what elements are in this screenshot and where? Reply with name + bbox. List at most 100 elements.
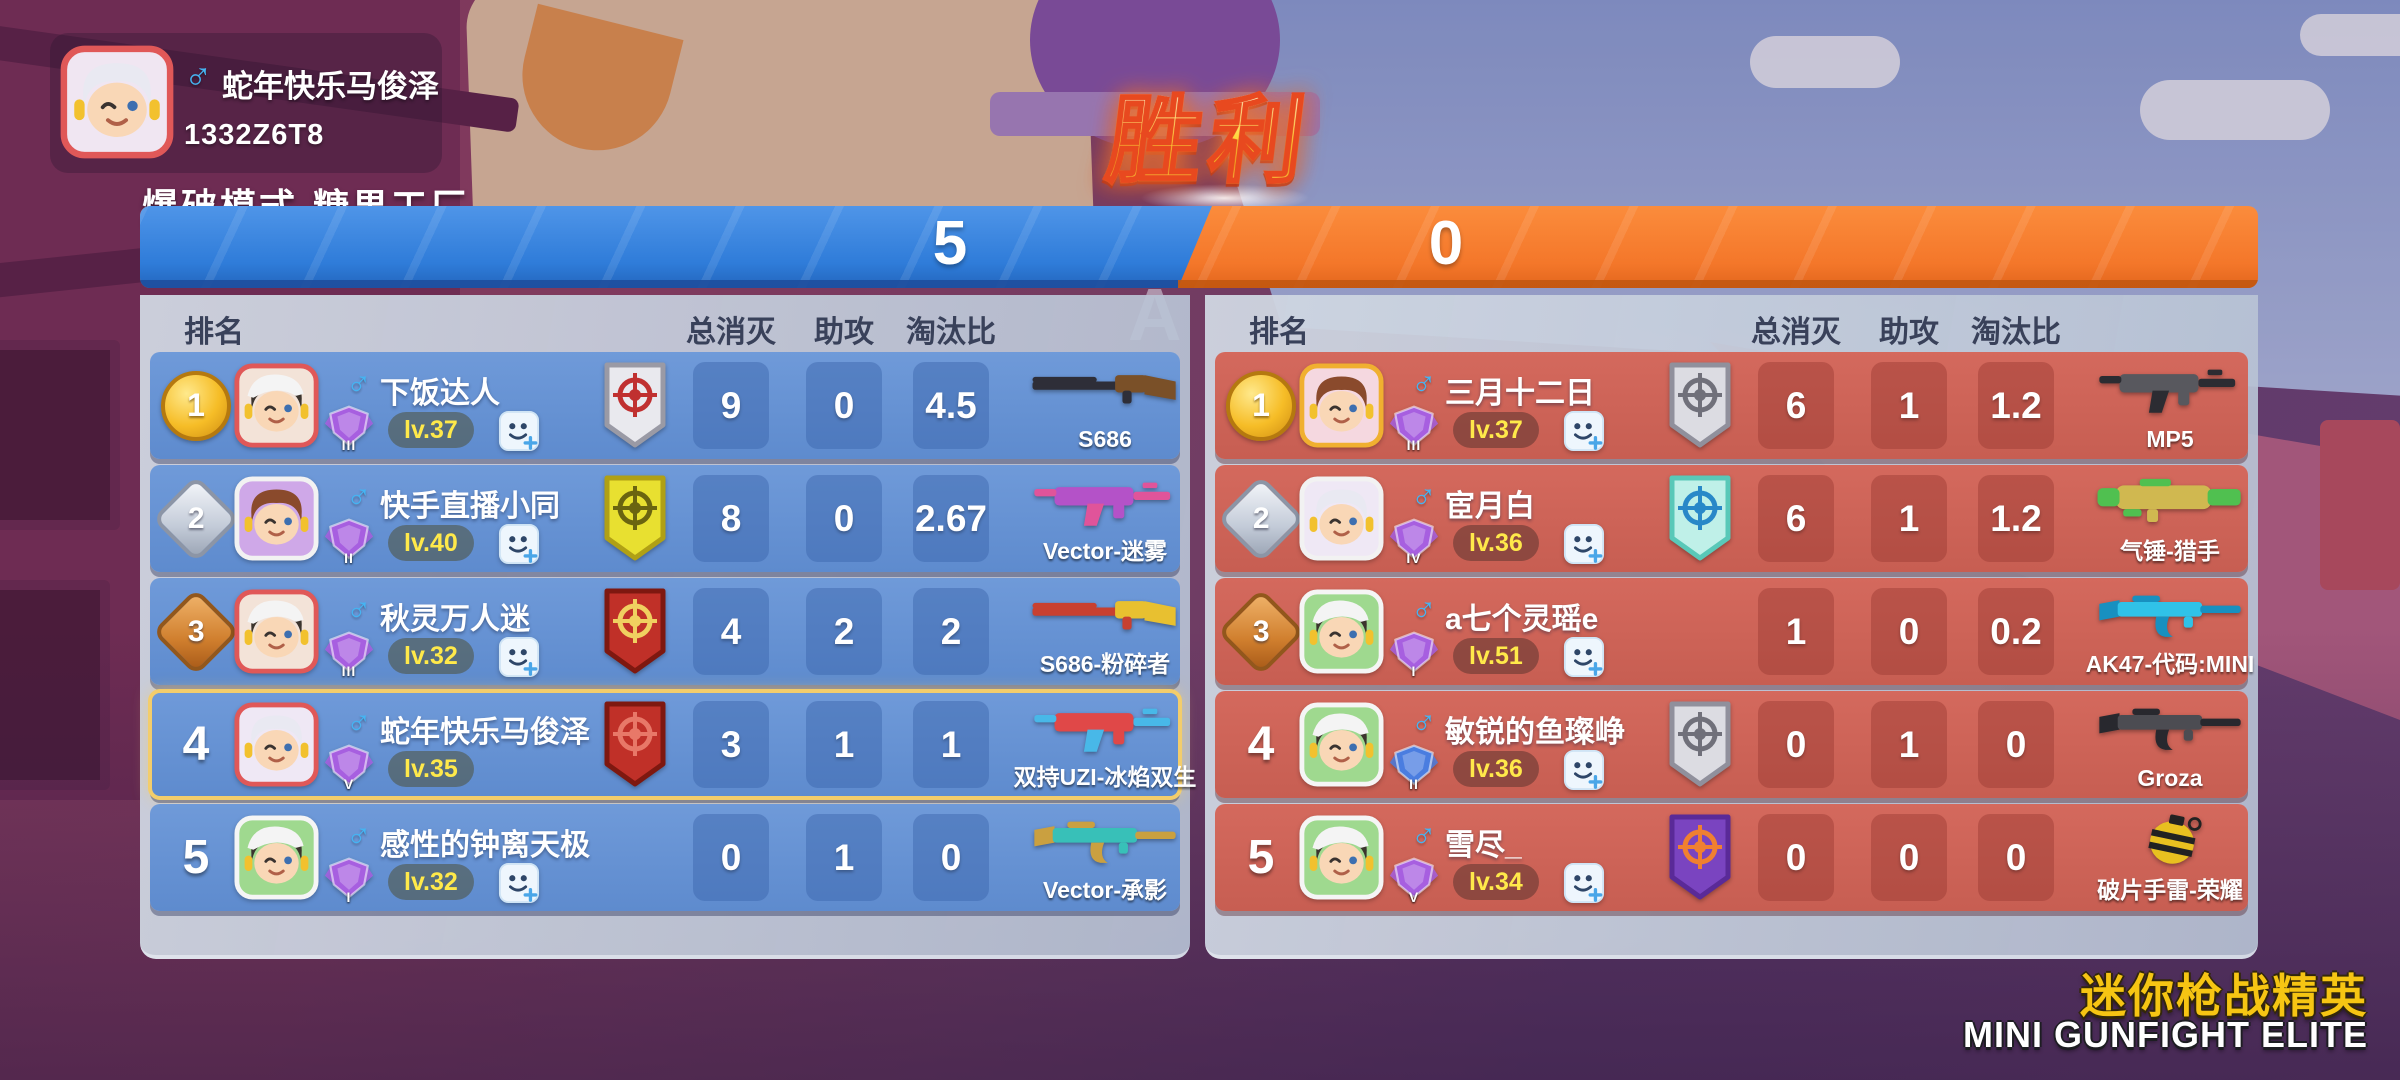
red-team-rows: 1 ♂ 三月十二日 III lv.37 6 1 1.2 MP5 2 ♂ 宦月白 … [1215, 352, 2254, 917]
player-avatar[interactable] [1299, 363, 1384, 448]
player-row[interactable]: 2 ♂ 快手直播小同 II lv.40 8 0 2.67 Vector-迷雾 [150, 465, 1180, 572]
assists-value: 0 [806, 475, 882, 562]
player-avatar[interactable] [234, 589, 319, 674]
weapon: Vector-承影 [1015, 808, 1195, 907]
rank-number: 1 [187, 387, 205, 423]
rank-medal: 4 [183, 717, 210, 772]
header-kills: 总消灭 [686, 316, 776, 349]
kills-value: 0 [1758, 814, 1834, 901]
tier-emblem-icon: III [324, 402, 374, 456]
player-avatar[interactable] [234, 476, 319, 561]
player-avatar[interactable] [1299, 589, 1384, 674]
victory-banner: 胜利 [1100, 87, 1320, 195]
player-name: 下饭达人 [380, 377, 500, 410]
player-name: 蛇年快乐马俊泽 [222, 69, 439, 104]
ratio-value: 0 [913, 814, 989, 901]
red-team-score: 0 [1428, 208, 1464, 278]
ratio-value: 0.2 [1978, 588, 2054, 675]
ratio-value: 0 [1978, 814, 2054, 901]
male-icon: ♂ [1411, 590, 1437, 628]
rank-medal: 3 [152, 587, 240, 676]
weapon-icon [1027, 810, 1183, 868]
add-friend-button[interactable] [498, 523, 540, 565]
tier-numeral: V [1408, 889, 1420, 905]
header-ratio: 淘汰比 [906, 316, 996, 349]
rank-number: 5 [1247, 831, 1275, 884]
player-avatar[interactable] [234, 815, 319, 900]
add-friend-button[interactable] [498, 636, 540, 678]
player-name: 感性的钟离天极 [380, 829, 590, 862]
add-friend-button[interactable] [1563, 636, 1605, 678]
level-badge: lv.51 [1453, 638, 1539, 674]
rank-slot: 5 [150, 804, 242, 911]
table-header: 排名 总消灭 助攻 淘汰比 [1205, 295, 2258, 352]
rank-number: 4 [1247, 718, 1275, 771]
rank-medal: 5 [1248, 830, 1275, 885]
table-header: 排名 总消灭 助攻 淘汰比 [140, 295, 1190, 352]
player-row[interactable]: 3 ♂ 秋灵万人迷 III lv.32 4 2 2 S686-粉碎者 [150, 578, 1180, 685]
player-row[interactable]: 5 ♂ 感性的钟离天极 I lv.32 0 1 0 Vector-承影 [150, 804, 1180, 911]
kills-value: 1 [1758, 588, 1834, 675]
ratio-value: 2 [913, 588, 989, 675]
tier-numeral: III [1406, 437, 1422, 453]
rank-medal: 2 [1217, 474, 1305, 563]
player-id: 1332Z6T8 [184, 119, 325, 151]
blue-team-rows: 1 ♂ 下饭达人 III lv.37 9 0 4.5 S686 2 ♂ 快手直播… [148, 352, 1196, 917]
level-badge: lv.37 [388, 412, 474, 448]
rank-slot: 1 [1215, 352, 1307, 459]
kills-value: 6 [1758, 362, 1834, 449]
player-row[interactable]: 5 ♂ 雪尽_ V lv.34 0 0 0 破片手雷-荣耀 [1215, 804, 2248, 911]
weapon-name: 双持UZI-冰焰双生 [1013, 764, 1197, 790]
honor-badge-icon [1667, 813, 1733, 901]
rank-slot: 3 [1215, 578, 1307, 685]
ratio-value: 2.67 [913, 475, 989, 562]
add-friend-button[interactable] [498, 862, 540, 904]
assists-value: 1 [1871, 475, 1947, 562]
player-avatar[interactable] [1299, 702, 1384, 787]
male-icon: ♂ [1411, 703, 1437, 741]
weapon: AK47-代码:MINI [2080, 582, 2260, 681]
assists-value: 1 [806, 814, 882, 901]
add-friend-button[interactable] [1563, 410, 1605, 452]
weapon-icon [2092, 358, 2248, 416]
player-avatar[interactable] [234, 363, 319, 448]
kills-value: 0 [693, 814, 769, 901]
player-row[interactable]: 2 ♂ 宦月白 IV lv.36 6 1 1.2 气锤-猎手 [1215, 465, 2248, 572]
add-friend-button[interactable] [498, 410, 540, 452]
weapon-name: Vector-承影 [1043, 877, 1167, 903]
honor-badge-icon [602, 587, 668, 675]
male-icon: ♂ [346, 816, 372, 854]
player-avatar[interactable] [1299, 476, 1384, 561]
add-friend-button[interactable] [1563, 749, 1605, 791]
tier-numeral: V [343, 776, 355, 792]
male-icon: ♂ [1411, 477, 1437, 515]
player-row[interactable]: 1 ♂ 下饭达人 III lv.37 9 0 4.5 S686 [150, 352, 1180, 459]
add-friend-button[interactable] [1563, 523, 1605, 565]
male-icon: ♂ [1411, 816, 1437, 854]
tier-emblem-icon: IV [1389, 515, 1439, 569]
weapon: 破片手雷-荣耀 [2080, 808, 2260, 907]
rank-slot: 1 [150, 352, 242, 459]
player-row[interactable]: 4 ♂ 敏锐的鱼璨峥 II lv.36 0 1 0 Groza [1215, 691, 2248, 798]
tier-numeral: III [341, 663, 357, 679]
player-row[interactable]: 3 ♂ a七个灵瑶e I lv.51 1 0 0.2 AK47-代码:MINI [1215, 578, 2254, 685]
red-team-panel: 排名 总消灭 助攻 淘汰比 1 ♂ 三月十二日 III lv.37 6 1 1.… [1205, 295, 2258, 959]
player-row[interactable]: 4 ♂ 蛇年快乐马俊泽 V lv.35 3 1 1 双持UZI-冰焰双生 [148, 689, 1196, 800]
assists-value: 1 [806, 701, 882, 788]
tier-emblem-icon: V [324, 741, 374, 795]
player-avatar[interactable] [60, 43, 174, 161]
tier-emblem-icon: V [1389, 854, 1439, 908]
player-avatar[interactable] [1299, 815, 1384, 900]
score-bar-edge [140, 280, 2258, 288]
player-avatar[interactable] [234, 702, 319, 787]
rank-slot: 5 [1215, 804, 1307, 911]
level-badge: lv.40 [388, 525, 474, 561]
tier-emblem-icon: III [1389, 402, 1439, 456]
player-row[interactable]: 1 ♂ 三月十二日 III lv.37 6 1 1.2 MP5 [1215, 352, 2248, 459]
weapon: Groza [2080, 695, 2260, 794]
rank-number: 2 [187, 501, 205, 535]
header-rank: 排名 [1249, 316, 1309, 349]
rank-number: 1 [1252, 387, 1270, 423]
header-kills: 总消灭 [1751, 316, 1841, 349]
add-friend-button[interactable] [1563, 862, 1605, 904]
